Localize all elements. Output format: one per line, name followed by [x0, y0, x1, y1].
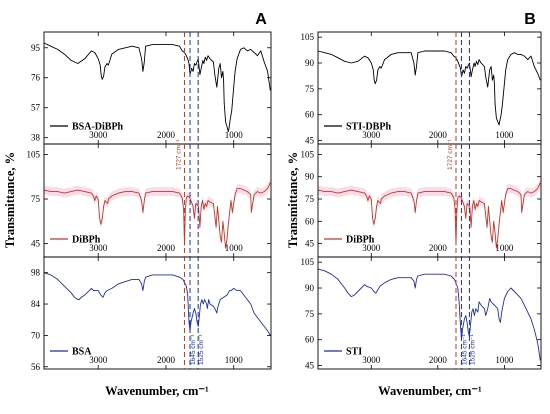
legend-label: BSA: [72, 347, 92, 358]
y-tick-label: 105: [301, 257, 315, 267]
subplot-2-1: 45 60 75 90 105 3000 2000 1000 STI-DBPh: [301, 31, 542, 146]
x-tick-label: 3000: [89, 355, 108, 365]
y-tick-label: 105: [301, 32, 315, 42]
x-tick-label: 1000: [225, 243, 244, 253]
y-tick-label: 60: [305, 335, 315, 345]
uncertainty-band: [44, 178, 271, 253]
subplot-1-3: 56 70 84 98 3000 2000 1000 BSA: [31, 256, 272, 372]
series-line-dibph: [317, 182, 541, 249]
subplot-2-2: 45 60 75 90 105 3000 2000 1000 DiBPh: [301, 143, 542, 258]
peak-annotation: 1727 cm⁻¹: [175, 139, 182, 170]
series-line-bsa-dibph: [43, 42, 271, 132]
y-tick-label: 38: [31, 133, 41, 143]
y-tick-label: 76: [31, 73, 41, 83]
panel-frame: [43, 256, 272, 370]
y-tick-label: 57: [31, 103, 41, 113]
x-tick-label: 1000: [225, 130, 244, 140]
x-axis-title: Wavenumber, cm⁻¹: [105, 384, 209, 398]
legend-label: DiBPh: [72, 235, 101, 246]
legend-label: STI: [346, 347, 362, 358]
y-tick-label: 98: [31, 268, 41, 278]
y-tick-label: 75: [305, 309, 315, 319]
panel-label: A: [255, 11, 267, 28]
y-tick-label: 105: [27, 149, 41, 159]
series-line-bsa: [43, 272, 271, 336]
legend-label: BSA-DiBPh: [72, 122, 124, 133]
y-tick-label: 95: [31, 43, 41, 53]
y-tick-label: 45: [305, 136, 315, 146]
y-tick-label: 45: [305, 239, 315, 249]
y-tick-label: 60: [305, 216, 315, 226]
x-tick-label: 1000: [495, 130, 514, 140]
peak-annotation: 1525 cm⁻¹: [469, 334, 476, 365]
x-tick-label: 3000: [362, 130, 381, 140]
x-tick-label: 3000: [89, 243, 108, 253]
y-tick-label: 90: [305, 283, 315, 293]
panel-label: B: [524, 11, 536, 28]
x-tick-label: 3000: [362, 243, 381, 253]
legend-label: DiBPh: [346, 235, 375, 246]
x-tick-label: 2000: [157, 130, 176, 140]
subplot-1-1: 38 57 76 95 3000 2000 1000 BSA-DiBPh: [31, 31, 272, 145]
peak-annotation: 1645 cm⁻¹: [461, 334, 468, 365]
series-line-dibph: [43, 182, 271, 249]
peak-annotation: 1525 cm⁻¹: [198, 334, 205, 365]
panel-frame: [317, 256, 542, 370]
y-tick-label: 90: [305, 58, 315, 68]
x-axis-title: Wavenumber, cm⁻¹: [378, 384, 482, 398]
series-line-sti: [317, 268, 541, 361]
uncertainty-band: [318, 178, 541, 253]
y-tick-label: 70: [31, 330, 41, 340]
y-tick-label: 45: [31, 239, 41, 249]
peak-annotation: 1727 cm⁻¹: [447, 139, 454, 170]
y-tick-label: 90: [305, 172, 315, 182]
y-axis-title: Transmittance, %: [286, 152, 300, 248]
y-tick-label: 75: [305, 84, 315, 94]
series-line-sti-dbph: [317, 50, 541, 126]
y-tick-label: 75: [31, 194, 41, 204]
x-tick-label: 3000: [89, 130, 108, 140]
y-tick-label: 84: [31, 299, 41, 309]
x-tick-label: 2000: [429, 243, 448, 253]
x-tick-label: 1000: [495, 355, 514, 365]
y-tick-label: 105: [301, 149, 315, 159]
legend-label: STI-DBPh: [346, 122, 391, 133]
subplot-1-2: 45 75 105 3000 2000 1000 DiBPh: [27, 143, 272, 258]
y-tick-label: 60: [305, 110, 315, 120]
y-tick-label: 75: [305, 194, 315, 204]
y-tick-label: 56: [31, 362, 41, 372]
x-tick-label: 3000: [362, 355, 381, 365]
peak-annotation: 1645 cm⁻¹: [190, 334, 197, 365]
y-tick-label: 45: [305, 361, 315, 371]
x-tick-label: 2000: [157, 355, 176, 365]
x-tick-label: 2000: [157, 243, 176, 253]
x-tick-label: 2000: [429, 355, 448, 365]
x-tick-label: 1000: [225, 355, 244, 365]
x-tick-label: 2000: [429, 130, 448, 140]
x-tick-label: 1000: [495, 243, 514, 253]
subplot-2-3: 45 60 75 90 105 3000 2000 1000 STI: [301, 256, 542, 371]
y-axis-title: Transmittance, %: [3, 152, 17, 248]
